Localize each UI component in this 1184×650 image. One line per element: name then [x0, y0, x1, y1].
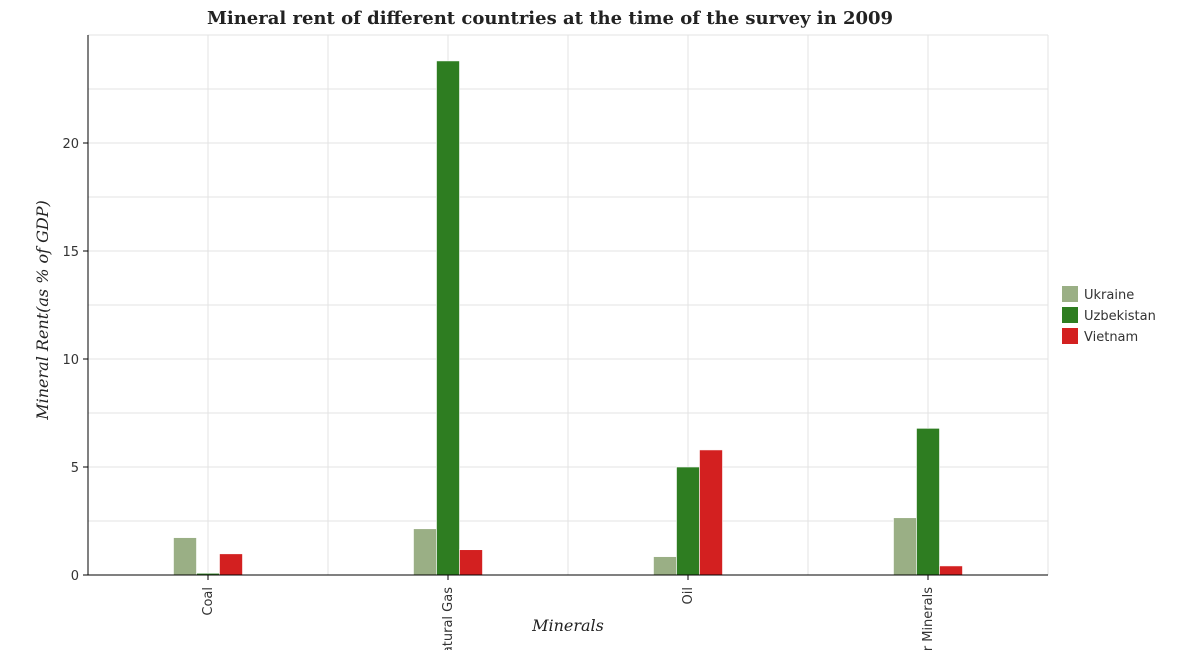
- x-ticks: Coal Natural Gas Oil Other Minerals: [201, 575, 936, 650]
- y-tick-label: 10: [62, 353, 79, 368]
- x-tick-label: Coal: [201, 587, 216, 616]
- bar-uzbekistan-oil: [676, 466, 700, 576]
- gridlines: [87, 34, 1049, 576]
- x-tick-label: Other Minerals: [921, 587, 936, 650]
- x-tick-label: Natural Gas: [441, 587, 456, 650]
- y-tick-label: 5: [71, 461, 79, 476]
- y-tick-label: 0: [71, 569, 79, 584]
- y-tick-label: 15: [62, 245, 79, 260]
- y-ticks: 0 5 10 15 20: [62, 137, 88, 584]
- chart-title: Mineral rent of different countries at t…: [207, 8, 893, 29]
- legend-swatch-uzbekistan: [1062, 307, 1078, 323]
- legend-label-vietnam: Vietnam: [1084, 330, 1138, 345]
- bar-ukraine-other-minerals: [893, 517, 917, 576]
- bar-ukraine-coal: [173, 537, 197, 576]
- bar-uzbekistan-natural-gas: [436, 60, 460, 576]
- bar-vietnam-coal: [219, 553, 243, 576]
- bar-vietnam-other-minerals: [939, 565, 963, 576]
- legend-swatch-ukraine: [1062, 286, 1078, 302]
- bar-uzbekistan-other-minerals: [916, 428, 940, 576]
- legend: Ukraine Uzbekistan Vietnam: [1062, 286, 1156, 345]
- y-tick-label: 20: [62, 137, 79, 152]
- bar-vietnam-natural-gas: [459, 549, 483, 576]
- legend-label-ukraine: Ukraine: [1084, 288, 1134, 303]
- x-tick-label: Oil: [681, 587, 696, 604]
- bar-vietnam-oil: [699, 449, 723, 576]
- legend-swatch-vietnam: [1062, 328, 1078, 344]
- y-axis-label: Mineral Rent(as % of GDP): [33, 200, 52, 421]
- bar-ukraine-natural-gas: [413, 528, 437, 576]
- bar-ukraine-oil: [653, 556, 677, 576]
- legend-label-uzbekistan: Uzbekistan: [1084, 309, 1156, 324]
- x-axis-label: Minerals: [531, 616, 604, 635]
